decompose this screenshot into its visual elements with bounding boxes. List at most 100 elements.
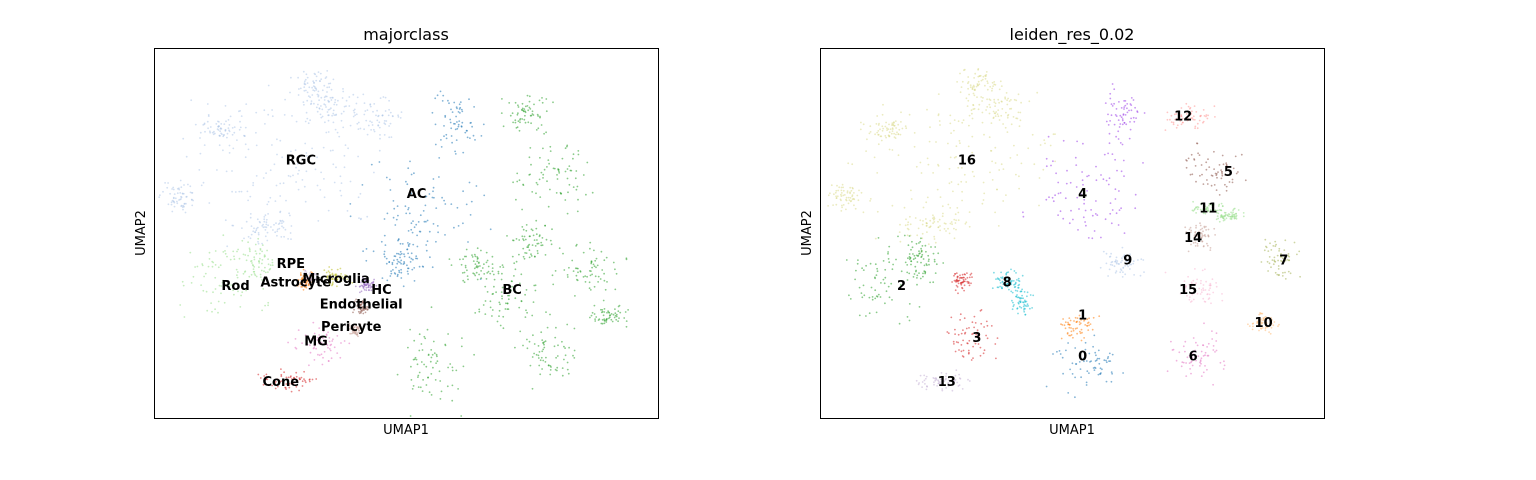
cell-point [998, 279, 1001, 282]
cell-point [460, 108, 463, 111]
cell-point [1123, 108, 1125, 110]
cell-point [874, 237, 877, 240]
cell-point [924, 377, 927, 380]
cell-point [1121, 143, 1124, 146]
cell-point [1079, 332, 1082, 335]
cell-point [547, 205, 550, 208]
cell-point [476, 266, 479, 269]
cell-point [1102, 250, 1105, 253]
cell-point [523, 235, 526, 238]
cell-point [1218, 194, 1221, 196]
cell-point [971, 276, 973, 278]
cell-point [529, 364, 532, 367]
cell-point [915, 165, 918, 168]
cell-point [924, 272, 926, 275]
cell-point [1251, 322, 1254, 325]
cell-point [600, 308, 602, 311]
cell-point [400, 277, 403, 279]
cell-point [259, 377, 262, 379]
cell-point [289, 175, 292, 178]
cell-point [1288, 255, 1291, 258]
cell-point [1233, 217, 1236, 220]
cell-point [1024, 301, 1027, 303]
cell-point [589, 316, 591, 319]
cell-point [360, 281, 362, 284]
cell-point [957, 279, 960, 282]
cell-point [1068, 222, 1071, 225]
cell-point [276, 153, 278, 156]
cell-point [919, 374, 922, 377]
cell-point [918, 250, 920, 253]
cell-point [567, 191, 569, 194]
cell-point [1274, 245, 1277, 248]
cell-point [498, 301, 501, 304]
cell-point [208, 251, 211, 254]
cell-point [254, 274, 257, 277]
cell-point [935, 263, 938, 266]
cell-point [252, 268, 255, 270]
cell-point [922, 275, 924, 278]
cell-point [1208, 166, 1211, 169]
cell-point [278, 227, 281, 230]
cell-point [1128, 109, 1130, 112]
cell-point [465, 248, 468, 251]
cell-point [466, 129, 468, 132]
cell-point [518, 239, 521, 241]
cell-point [369, 103, 372, 106]
cell-point [258, 252, 261, 255]
cell-point [933, 377, 936, 380]
cell-point [960, 282, 962, 284]
cell-point [498, 309, 501, 312]
cell-point [317, 353, 319, 356]
cell-point [478, 308, 481, 311]
cell-point [558, 170, 560, 173]
cell-point [1007, 113, 1010, 116]
cell-point [1200, 362, 1202, 365]
cell-point [1059, 210, 1062, 213]
cell-point [320, 343, 322, 346]
cell-point [922, 258, 925, 260]
cell-point [534, 284, 537, 287]
cell-point [434, 379, 437, 381]
cell-point [974, 322, 977, 324]
cell-point [254, 231, 257, 234]
cell-point [968, 327, 970, 329]
cell-point [1013, 304, 1015, 306]
cell-point [348, 324, 351, 327]
cluster-14 [1184, 222, 1216, 253]
cell-point [1252, 325, 1254, 328]
cell-point [874, 297, 877, 300]
cell-point [526, 347, 529, 350]
cell-point [983, 326, 985, 328]
cell-point [290, 238, 292, 241]
cell-point [1004, 97, 1007, 100]
cell-point [380, 240, 383, 243]
cell-point [482, 123, 485, 126]
cell-point [609, 314, 612, 317]
cell-point [1012, 116, 1015, 118]
cell-point [849, 191, 851, 194]
cell-point [371, 121, 373, 124]
cell-point [303, 103, 305, 106]
cell-point [971, 86, 974, 89]
cell-point [1210, 302, 1212, 305]
cell-point [462, 190, 464, 193]
cell-point [1215, 173, 1218, 175]
cell-point [536, 242, 539, 245]
cell-point [295, 166, 297, 169]
cell-point [311, 271, 314, 274]
cell-point [1108, 142, 1111, 145]
cell-point [357, 196, 360, 199]
cell-point [227, 127, 230, 129]
cell-point [1258, 313, 1261, 316]
cell-point [461, 337, 463, 339]
cell-point [972, 345, 974, 348]
cell-point [1188, 296, 1191, 298]
cell-point [956, 381, 959, 384]
cell-point [1205, 114, 1208, 116]
cell-point [384, 96, 387, 99]
cell-point [1196, 245, 1199, 247]
cell-point [1164, 271, 1167, 274]
cell-point [255, 131, 257, 134]
cell-point [400, 271, 403, 274]
